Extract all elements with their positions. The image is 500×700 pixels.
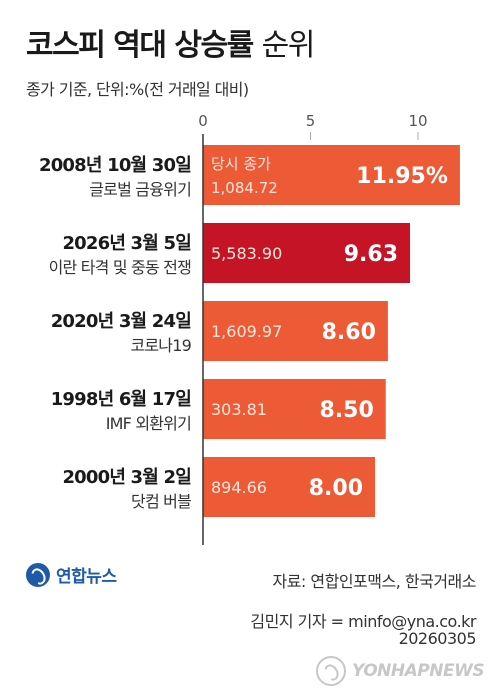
closing-price-label: 1,609.97 bbox=[211, 322, 282, 341]
x-tick-label: 10 bbox=[408, 112, 427, 130]
bar bbox=[203, 379, 386, 439]
title-light: 순위 bbox=[261, 28, 316, 63]
watermark: YONHAPNEWS bbox=[316, 656, 485, 686]
source-credit: 자료: 연합인포맥스, 한국거래소 bbox=[272, 572, 476, 591]
bar bbox=[203, 145, 460, 205]
yonhap-logo-icon bbox=[26, 562, 50, 587]
bar bbox=[203, 301, 388, 361]
closing-price-label: 5,583.90 bbox=[211, 244, 282, 263]
category-date-label: 1998년 6월 17일 bbox=[51, 389, 192, 410]
category-event-label: 이란 타격 및 중동 전쟁 bbox=[49, 258, 192, 277]
category-event-label: 닷컴 버블 bbox=[131, 492, 191, 511]
note-label: 당시 종가 bbox=[211, 155, 271, 173]
category-date-label: 2008년 10월 30일 bbox=[39, 155, 191, 176]
publish-date: 20260305 bbox=[398, 629, 477, 648]
closing-price-label: 1,084.72 bbox=[211, 179, 278, 197]
value-label: 8.00 bbox=[309, 476, 363, 501]
category-event-label: IMF 외환위기 bbox=[106, 414, 191, 433]
chart-subtitle: 종가 기준, 단위:%(전 거래일 대비) bbox=[26, 80, 249, 99]
value-label: 8.50 bbox=[319, 398, 373, 423]
watermark-icon bbox=[316, 656, 346, 686]
category-date-label: 2000년 3월 2일 bbox=[62, 467, 191, 488]
value-label: 8.60 bbox=[322, 320, 376, 345]
category-date-label: 2026년 3월 5일 bbox=[62, 233, 191, 254]
watermark-text: YONHAPNEWS bbox=[352, 661, 485, 681]
category-event-label: 글로벌 금융위기 bbox=[89, 180, 191, 199]
yonhap-logo: 연합뉴스 bbox=[26, 562, 117, 587]
title-bold: 코스피 역대 상승률 bbox=[26, 28, 254, 63]
bar bbox=[203, 457, 375, 517]
value-label: 9.63 bbox=[344, 242, 398, 267]
bar bbox=[203, 223, 411, 283]
reporter-credit: 김민지 기자 = minfo@yna.co.kr bbox=[250, 612, 476, 631]
category-date-label: 2020년 3월 24일 bbox=[51, 311, 192, 332]
closing-price-label: 894.66 bbox=[211, 478, 267, 497]
value-label: 11.95% bbox=[356, 164, 448, 189]
chart-title: 코스피 역대 상승률 순위 bbox=[26, 20, 316, 64]
logo-text: 연합뉴스 bbox=[56, 567, 117, 587]
category-event-label: 코로나19 bbox=[130, 336, 191, 355]
closing-price-label: 303.81 bbox=[211, 400, 267, 419]
x-tick-label: 5 bbox=[306, 112, 316, 130]
x-tick-label: 0 bbox=[198, 112, 208, 130]
